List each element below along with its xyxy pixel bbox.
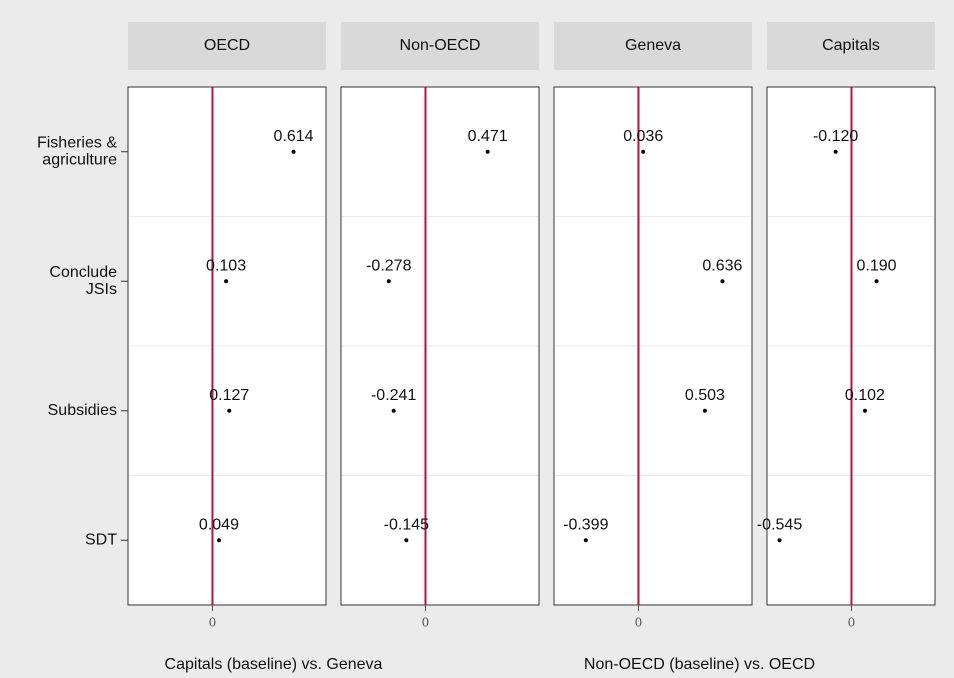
- facet-label: Capitals: [822, 37, 880, 54]
- value-label: 0.103: [206, 257, 246, 274]
- point: [702, 408, 707, 413]
- x-tick-label: 0: [209, 616, 217, 630]
- x-tick-label: 0: [848, 616, 856, 630]
- value-label: 0.471: [468, 128, 508, 145]
- value-label: 0.636: [702, 257, 742, 274]
- point: [833, 149, 838, 154]
- facet-header: [341, 22, 539, 70]
- category-label: Fisheries & agriculture: [37, 134, 117, 168]
- category-label: SDT: [85, 531, 117, 548]
- value-label: -0.278: [366, 257, 411, 274]
- value-label: -0.545: [757, 516, 802, 533]
- value-label: -0.120: [813, 128, 858, 145]
- facet-label: Non-OECD: [400, 37, 481, 54]
- facet-label: Geneva: [625, 37, 681, 54]
- point: [227, 408, 232, 413]
- value-label: 0.036: [623, 128, 663, 145]
- facet-header: [767, 22, 935, 70]
- category-label: Conclude JSIs: [49, 264, 117, 298]
- point: [485, 149, 490, 154]
- point: [862, 408, 867, 413]
- value-label: -0.399: [563, 516, 608, 533]
- category-label: Subsidies: [48, 402, 117, 419]
- point: [404, 538, 409, 543]
- value-label: -0.145: [384, 516, 429, 533]
- value-label: 0.049: [199, 516, 239, 533]
- axis-label: Non-OECD (baseline) vs. OECD: [584, 656, 815, 673]
- value-label: 0.503: [685, 387, 725, 404]
- value-label: -0.241: [371, 387, 416, 404]
- x-tick-label: 0: [635, 616, 643, 630]
- point: [386, 279, 391, 284]
- value-label: 0.127: [209, 387, 249, 404]
- facet-header: [128, 22, 326, 70]
- facet-header: [554, 22, 752, 70]
- point: [391, 408, 396, 413]
- value-label: 0.614: [274, 128, 314, 145]
- point: [224, 279, 229, 284]
- value-label: 0.102: [845, 387, 885, 404]
- point: [874, 279, 879, 284]
- point: [216, 538, 221, 543]
- axis-label: Capitals (baseline) vs. Geneva: [165, 656, 383, 673]
- point: [583, 538, 588, 543]
- point: [291, 149, 296, 154]
- point: [641, 149, 646, 154]
- point: [720, 279, 725, 284]
- facet-label: OECD: [204, 37, 250, 54]
- x-tick-label: 0: [422, 616, 430, 630]
- point: [777, 538, 782, 543]
- value-label: 0.190: [857, 257, 897, 274]
